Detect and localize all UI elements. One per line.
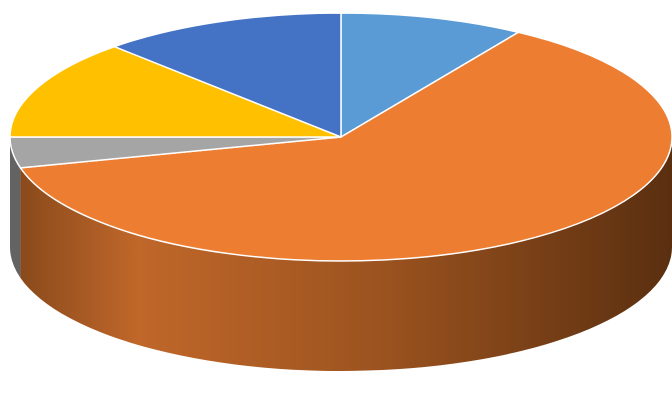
pie-slice-0 — [340, 12, 520, 138]
pie-top-layer — [9, 12, 672, 262]
pie-slice-1 — [19, 31, 672, 262]
pie-side-layer — [10, 137, 672, 371]
pie-slice-3 — [9, 45, 342, 138]
pie-side-2 — [10, 137, 21, 278]
pie-slice-4 — [113, 12, 342, 138]
pie-side-1 — [20, 137, 672, 371]
